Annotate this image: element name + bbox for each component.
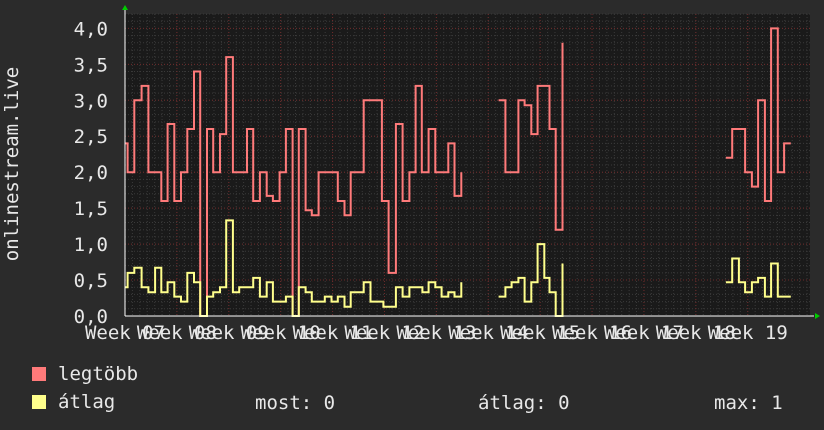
x-tick-label: Week 11 <box>293 322 373 344</box>
legend-swatch-atlag <box>32 395 46 409</box>
y-tick-label: 1,0 <box>74 234 108 256</box>
series-line-1 <box>125 219 791 317</box>
x-tick-label: Week 19 <box>708 322 788 344</box>
legend-item-atlag: átlag <box>32 391 116 413</box>
stat-max-value: 1 <box>771 392 783 414</box>
stat-max: max: 1 <box>714 392 783 414</box>
x-axis-arrow <box>815 313 820 319</box>
y-tick-label: 2,5 <box>74 126 108 148</box>
stat-atlag-label: átlag: <box>478 392 547 414</box>
y-tick-label: 1,5 <box>74 198 108 220</box>
x-tick-label: Week 14 <box>448 322 528 344</box>
y-tick-label: 0,0 <box>74 306 108 328</box>
series-line-0 <box>125 27 791 317</box>
x-tick-label: Week 17 <box>604 322 684 344</box>
x-tick-label: Week 07 <box>85 322 165 344</box>
x-tick-label: Week 18 <box>656 322 736 344</box>
y-tick-label: 0,5 <box>74 270 108 292</box>
axes <box>122 5 820 319</box>
x-tick-label: Week 13 <box>396 322 476 344</box>
y-axis-label: onlinestream.live <box>1 67 23 261</box>
grid-major <box>124 14 810 317</box>
legend-label-atlag: átlag <box>58 391 116 413</box>
x-tick-label: Week 16 <box>552 322 632 344</box>
series-layer <box>125 27 791 317</box>
x-tick-label: Week 10 <box>241 322 321 344</box>
x-tick-label: Week 12 <box>344 322 424 344</box>
x-tick-label: Week 09 <box>189 322 269 344</box>
legend-swatch-legtobb <box>32 367 46 381</box>
stat-most: most: 0 <box>255 392 335 414</box>
y-tick-labels: 0,0 0,5 1,0 1,5 2,0 2,5 3,0 3,5 4,0 <box>74 18 108 328</box>
stat-atlag-value: 0 <box>558 392 570 414</box>
y-tick-label: 3,5 <box>74 54 108 76</box>
y-tick-label: 2,0 <box>74 162 108 184</box>
y-axis-arrow <box>122 5 128 10</box>
y-tick-label: 3,0 <box>74 90 108 112</box>
y-tick-label: 4,0 <box>74 18 108 40</box>
stat-most-label: most: <box>255 392 313 414</box>
stat-most-value: 0 <box>323 392 336 414</box>
legend-label-legtobb: legtöbb <box>58 363 139 385</box>
legend-item-legtobb: legtöbb <box>32 363 139 385</box>
stat-max-label: max: <box>714 392 760 414</box>
x-tick-label: Week 15 <box>500 322 580 344</box>
stat-atlag: átlag: 0 <box>478 392 570 414</box>
x-tick-label: Week 08 <box>137 322 217 344</box>
